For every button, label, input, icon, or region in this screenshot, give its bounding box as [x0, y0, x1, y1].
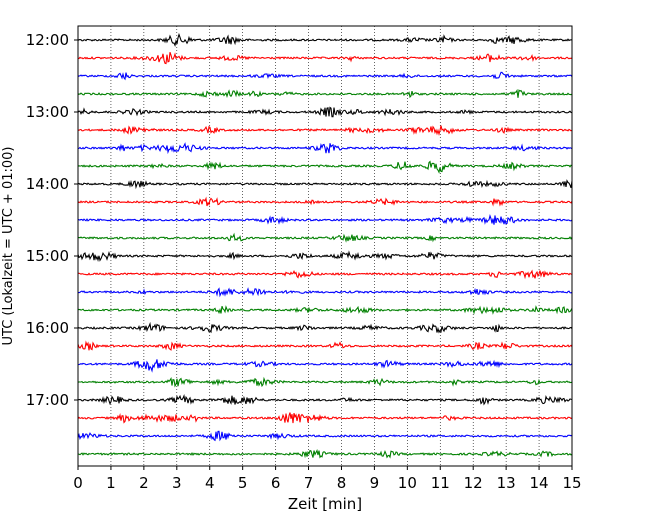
- seismogram-trace: [77, 160, 573, 174]
- y-tick-label: 17:00: [26, 391, 69, 409]
- x-tick-label: 7: [304, 474, 314, 492]
- seismogram-trace: [77, 52, 573, 65]
- plot-frame: [77, 25, 573, 467]
- grid-layer: [110, 26, 540, 466]
- seismogram-trace: [77, 32, 573, 47]
- seismogram-trace: [77, 359, 573, 373]
- seismogram-trace: [77, 449, 573, 459]
- x-tick-label: 15: [562, 474, 581, 492]
- y-tick-label: 16:00: [26, 319, 69, 337]
- y-tick-label: 14:00: [26, 175, 69, 193]
- x-tick-label: 11: [431, 474, 450, 492]
- seismogram-trace: [77, 179, 573, 190]
- seismogram-trace: [77, 250, 573, 262]
- seismogram-trace: [77, 214, 573, 225]
- seismogram-trace: [77, 376, 573, 388]
- x-tick-label: 5: [238, 474, 248, 492]
- x-axis: 0 1 2 3 4 5 6 7 8 9 10 11 12 13 14 15: [73, 466, 582, 492]
- seismogram-trace: [77, 340, 573, 351]
- x-tick-label: 3: [172, 474, 182, 492]
- seismogram-trace: [77, 142, 573, 155]
- seismogram-trace: [77, 305, 573, 315]
- y-tick-label: 15:00: [26, 247, 69, 265]
- seismogram-trace: [77, 88, 573, 99]
- seismogram-trace: [77, 232, 573, 243]
- seismogram-trace: [77, 125, 573, 137]
- x-tick-label: 13: [497, 474, 516, 492]
- seismogram-trace: [77, 430, 573, 442]
- y-tick-label: 13:00: [26, 103, 69, 121]
- y-axis-label: UTC (Lokalzeit = UTC + 01:00): [1, 147, 16, 346]
- seismogram-trace: [77, 321, 573, 334]
- x-axis-label: Zeit [min]: [288, 495, 362, 513]
- x-tick-label: 4: [205, 474, 215, 492]
- x-tick-label: 8: [337, 474, 347, 492]
- y-tick-label: 12:00: [26, 31, 69, 49]
- y-axis: 12:00 13:00 14:00 15:00 16:00 17:00: [26, 31, 78, 409]
- trace-layer: [77, 32, 573, 459]
- x-tick-label: 1: [106, 474, 116, 492]
- x-tick-label: 14: [530, 474, 549, 492]
- seismogram-trace: [77, 196, 573, 207]
- x-tick-label: 6: [271, 474, 281, 492]
- x-tick-label: 0: [73, 474, 83, 492]
- seismogram-trace: [77, 393, 573, 406]
- x-tick-label: 12: [464, 474, 483, 492]
- seismogram-trace: [77, 269, 573, 280]
- seismogram-trace: [77, 106, 573, 118]
- seismogram-trace: [77, 287, 573, 298]
- x-tick-label: 9: [370, 474, 380, 492]
- seismogram-trace: [77, 71, 573, 81]
- x-tick-label: 10: [398, 474, 417, 492]
- seismogram-trace: [77, 412, 573, 424]
- x-tick-label: 2: [139, 474, 149, 492]
